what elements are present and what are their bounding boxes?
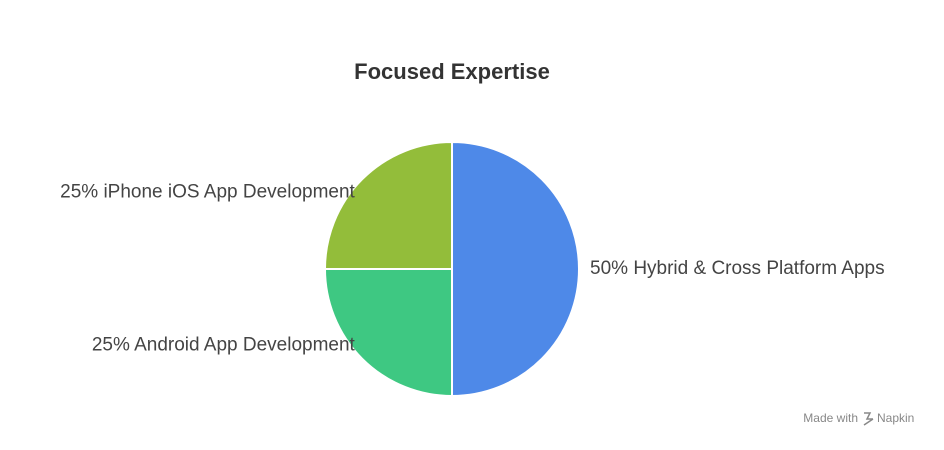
pie-slice (323, 140, 453, 270)
category-label: Hybrid & Cross Platform Apps (633, 258, 884, 279)
category-label: Android App Development (134, 334, 355, 355)
category-label: iPhone iOS App Development (103, 182, 355, 203)
slice-label: 25% iPhone iOS App Development (60, 182, 355, 203)
value-label: 25% (92, 334, 130, 355)
value-label: 50% (590, 258, 628, 279)
value-label: 25% (60, 182, 98, 203)
watermark: Made with Napkin (803, 411, 914, 426)
slice-label: 50% Hybrid & Cross Platform Apps (590, 258, 885, 279)
pie-slice (451, 140, 580, 398)
chart-title: Focused Expertise (354, 59, 550, 84)
watermark-prefix: Made with (803, 411, 858, 425)
pie-slice (323, 268, 453, 398)
slice-label: 25% Android App Development (92, 334, 356, 355)
watermark-icon (863, 412, 874, 426)
watermark-brand: Napkin (877, 411, 914, 425)
